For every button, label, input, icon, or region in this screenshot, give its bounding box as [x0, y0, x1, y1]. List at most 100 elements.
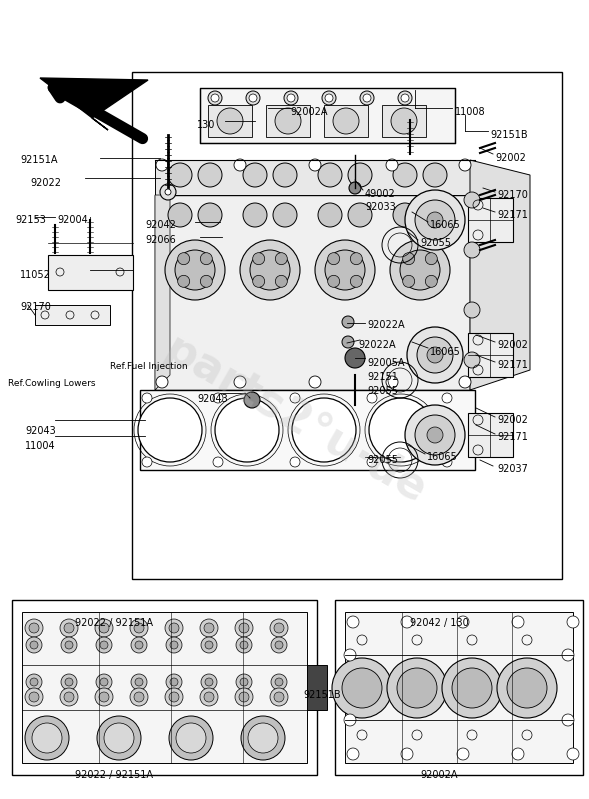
Circle shape	[350, 252, 362, 264]
Circle shape	[360, 91, 374, 105]
Circle shape	[176, 723, 206, 753]
Circle shape	[292, 398, 356, 462]
Polygon shape	[40, 78, 148, 130]
Circle shape	[398, 91, 412, 105]
Text: 92171: 92171	[497, 432, 528, 442]
Circle shape	[30, 641, 38, 649]
Circle shape	[253, 252, 264, 264]
Bar	[345, 612, 573, 763]
Circle shape	[165, 189, 171, 195]
Circle shape	[170, 641, 178, 649]
Circle shape	[367, 457, 377, 467]
Bar	[155, 195, 470, 390]
Circle shape	[201, 674, 217, 690]
Circle shape	[401, 94, 409, 102]
Circle shape	[344, 649, 356, 661]
Text: 16065: 16065	[430, 347, 461, 357]
Circle shape	[234, 376, 246, 388]
Circle shape	[135, 678, 143, 686]
Circle shape	[401, 616, 413, 628]
Circle shape	[240, 678, 248, 686]
Circle shape	[348, 203, 372, 227]
Circle shape	[390, 240, 450, 300]
Circle shape	[405, 190, 465, 250]
Text: 92055: 92055	[420, 238, 451, 248]
Circle shape	[211, 94, 219, 102]
Circle shape	[333, 108, 359, 134]
Circle shape	[168, 163, 192, 187]
Circle shape	[271, 674, 287, 690]
Circle shape	[64, 692, 74, 702]
Circle shape	[407, 327, 463, 383]
Circle shape	[425, 252, 437, 264]
Circle shape	[275, 252, 287, 264]
Circle shape	[156, 159, 168, 171]
Circle shape	[403, 276, 415, 288]
Circle shape	[562, 649, 574, 661]
Text: 11052: 11052	[20, 270, 51, 280]
Circle shape	[350, 276, 362, 288]
Circle shape	[342, 316, 354, 328]
Circle shape	[363, 94, 371, 102]
Circle shape	[130, 619, 148, 637]
Circle shape	[284, 91, 298, 105]
Bar	[468, 333, 513, 377]
Circle shape	[290, 457, 300, 467]
Circle shape	[217, 108, 243, 134]
Circle shape	[512, 748, 524, 760]
Circle shape	[275, 108, 301, 134]
Circle shape	[327, 276, 340, 288]
Text: 92022A: 92022A	[358, 340, 396, 350]
Circle shape	[275, 678, 283, 686]
Circle shape	[344, 714, 356, 726]
Text: 92002: 92002	[495, 153, 526, 163]
Circle shape	[104, 723, 134, 753]
Circle shape	[325, 250, 365, 290]
Circle shape	[205, 641, 213, 649]
Circle shape	[96, 674, 112, 690]
Circle shape	[273, 163, 297, 187]
Circle shape	[567, 748, 579, 760]
Circle shape	[401, 748, 413, 760]
Text: 92033: 92033	[365, 202, 396, 212]
Text: 92043: 92043	[25, 426, 56, 436]
Text: 92002: 92002	[497, 415, 528, 425]
Text: 11004: 11004	[25, 441, 55, 451]
Text: 92005A: 92005A	[367, 358, 405, 368]
Circle shape	[32, 723, 62, 753]
Circle shape	[100, 641, 108, 649]
Circle shape	[205, 678, 213, 686]
Text: 92022: 92022	[30, 178, 61, 188]
Circle shape	[348, 163, 372, 187]
Text: 92042: 92042	[145, 220, 176, 230]
Circle shape	[200, 688, 218, 706]
Circle shape	[342, 668, 382, 708]
Circle shape	[270, 688, 288, 706]
Circle shape	[239, 692, 249, 702]
Circle shape	[423, 163, 447, 187]
Circle shape	[318, 203, 342, 227]
Bar	[307, 665, 327, 710]
Circle shape	[236, 637, 252, 653]
Circle shape	[165, 240, 225, 300]
Circle shape	[169, 692, 179, 702]
Circle shape	[130, 688, 148, 706]
Text: 92066: 92066	[145, 235, 176, 245]
Circle shape	[142, 393, 152, 403]
Circle shape	[318, 163, 342, 187]
Bar	[382, 105, 426, 137]
Text: 92037: 92037	[497, 464, 528, 474]
Circle shape	[235, 688, 253, 706]
Bar	[12, 600, 317, 775]
Circle shape	[347, 616, 359, 628]
Circle shape	[275, 641, 283, 649]
Bar	[468, 413, 513, 457]
Circle shape	[512, 616, 524, 628]
Circle shape	[134, 623, 144, 633]
Circle shape	[64, 623, 74, 633]
Text: 92151: 92151	[367, 372, 398, 382]
Circle shape	[95, 688, 113, 706]
Circle shape	[243, 203, 267, 227]
Circle shape	[415, 200, 455, 240]
Polygon shape	[470, 160, 530, 390]
